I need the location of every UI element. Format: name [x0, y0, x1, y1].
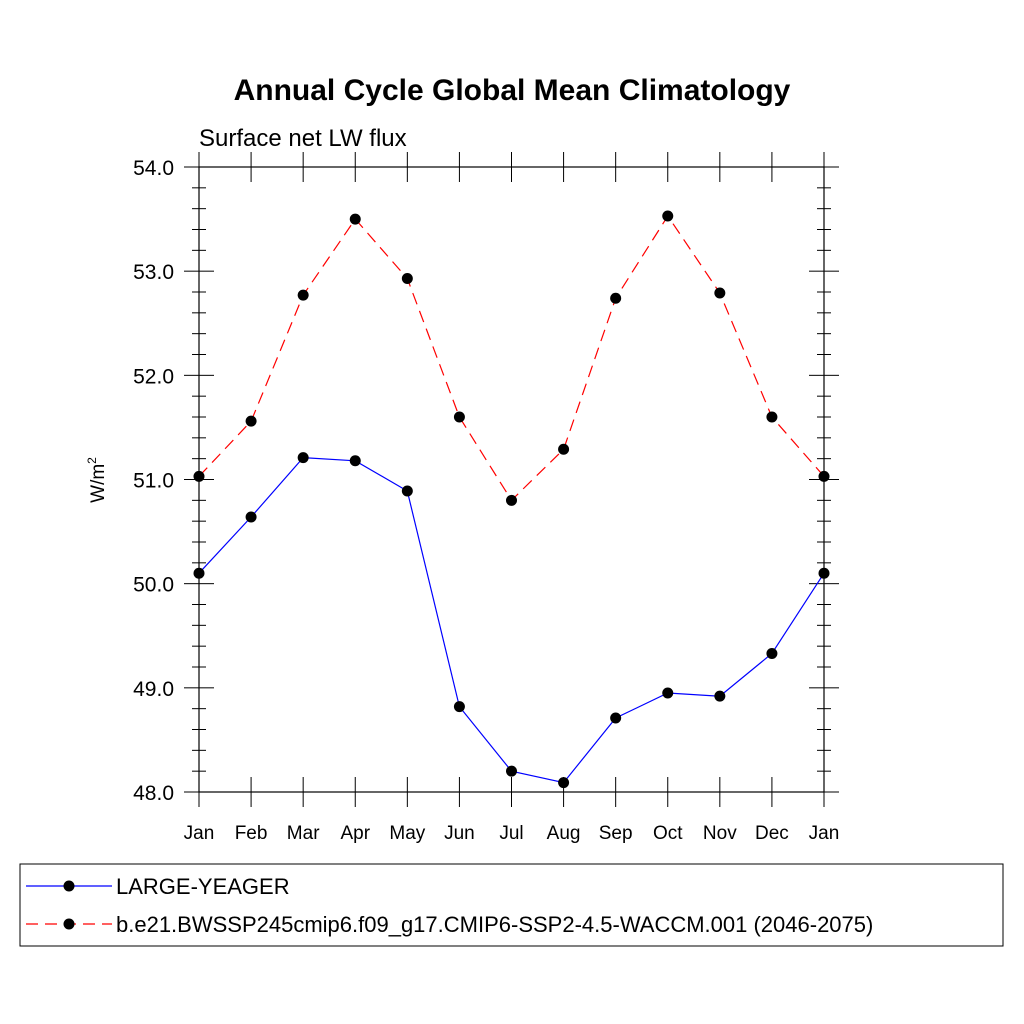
- x-tick-label: Oct: [653, 823, 683, 844]
- series-2-point: [245, 415, 257, 427]
- series-1-point: [245, 511, 257, 523]
- y-tick-label: 48.0: [133, 782, 174, 805]
- y-tick-label: 50.0: [133, 574, 174, 597]
- x-tick-label: Sep: [599, 823, 633, 844]
- series-2-point: [662, 210, 674, 222]
- series-1-point: [714, 690, 726, 702]
- plot-frame: [198, 166, 825, 793]
- series-line-2: [198, 214, 825, 502]
- series-2-point: [610, 292, 622, 304]
- series-1-point: [193, 567, 205, 579]
- series-1-point: [818, 567, 830, 579]
- x-tick-label: Jul: [499, 823, 523, 844]
- series-2-point: [766, 411, 778, 423]
- series-1-point: [558, 777, 570, 789]
- svg-text:W/m2: W/m2: [85, 457, 109, 503]
- series-line-1: [198, 456, 825, 784]
- y-axis-label-superscript: 2: [85, 457, 99, 464]
- series-2-point: [558, 443, 570, 455]
- chart-title: Annual Cycle Global Mean Climatology: [234, 74, 791, 107]
- y-axis-label-text: W/m: [88, 464, 109, 503]
- series-layer: [193, 210, 830, 789]
- series-1-point: [401, 485, 413, 497]
- legend-marker-2: [63, 918, 75, 930]
- legend-box: [19, 863, 1004, 947]
- x-tick-label: Dec: [755, 823, 789, 844]
- series-1-point: [766, 647, 778, 659]
- series-2-point: [193, 470, 205, 482]
- series-1-point: [297, 452, 309, 464]
- series-2-point: [714, 287, 726, 299]
- x-tick-label: Apr: [340, 823, 370, 844]
- x-tick-label: Jun: [444, 823, 475, 844]
- x-tick-label: Mar: [287, 823, 320, 844]
- chart-subtitle: Surface net LW flux: [199, 125, 407, 152]
- series-2-point: [401, 272, 413, 284]
- y-axis: 48.0 49.0 50.0 51.0 52.0 53.0 54.0: [133, 157, 839, 805]
- series-2-point: [818, 470, 830, 482]
- x-tick-label: Aug: [547, 823, 581, 844]
- legend-label-1: LARGE-YEAGER: [116, 874, 290, 899]
- x-tick-label: Jan: [184, 823, 215, 844]
- y-tick-label: 51.0: [133, 470, 174, 493]
- y-tick-label: 49.0: [133, 678, 174, 701]
- series-1-point: [506, 765, 517, 777]
- y-tick-label: 53.0: [133, 261, 174, 284]
- x-tick-label: Feb: [235, 823, 268, 844]
- series-1-point: [349, 455, 361, 467]
- x-tick-label: May: [389, 823, 425, 844]
- series-2-point: [349, 213, 361, 225]
- legend-label-2: b.e21.BWSSP245cmip6.f09_g17.CMIP6-SSP2-4…: [116, 912, 873, 937]
- x-axis: Jan Feb Mar Apr May Jun Jul Aug Sep Oct Nov Dec Jan: [184, 152, 840, 844]
- series-1-point: [453, 701, 465, 713]
- legend-marker-1: [63, 880, 75, 892]
- series-2-point: [506, 494, 517, 506]
- series-2-point: [453, 411, 465, 423]
- series-1-point: [662, 687, 674, 699]
- y-tick-label: 52.0: [133, 365, 174, 388]
- y-axis-label: W/m2: [85, 457, 109, 503]
- x-tick-label: Jan: [809, 823, 840, 844]
- series-2-point: [297, 289, 309, 301]
- x-tick-label: Nov: [703, 823, 737, 844]
- series-1-point: [610, 712, 622, 724]
- y-tick-label: 54.0: [133, 157, 174, 180]
- legend: LARGE-YEAGER b.e21.BWSSP245cmip6.f09_g17.…: [26, 874, 873, 937]
